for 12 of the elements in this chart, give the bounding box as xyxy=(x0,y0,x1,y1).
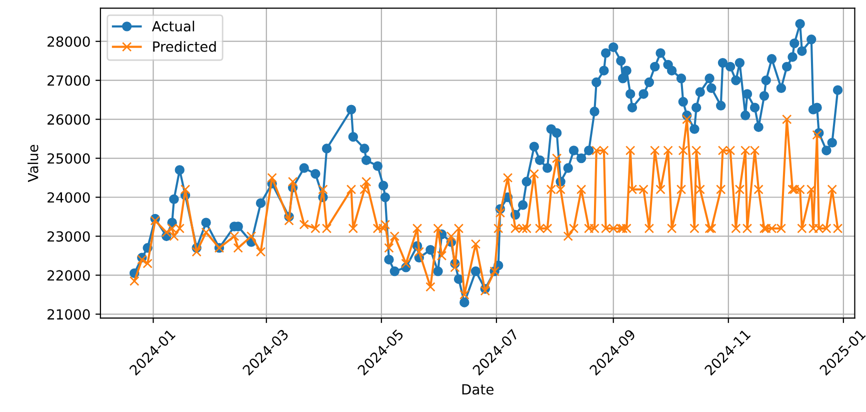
y-tick-label: 21000 xyxy=(48,309,90,320)
y-tick-label: 25000 xyxy=(48,153,90,164)
y-tick-label: 28000 xyxy=(48,36,90,47)
y-tick-label: 27000 xyxy=(48,75,90,86)
legend-label: Actual xyxy=(152,20,194,32)
y-tick-label: 26000 xyxy=(48,114,90,125)
y-tick-label: 22000 xyxy=(48,270,90,281)
x-axis-title: Date xyxy=(462,384,494,395)
legend-label: Predicted xyxy=(153,41,216,52)
y-tick-label: 24000 xyxy=(48,192,90,203)
y-tick-label: 23000 xyxy=(48,231,90,242)
y-axis-title: Value xyxy=(28,144,38,182)
